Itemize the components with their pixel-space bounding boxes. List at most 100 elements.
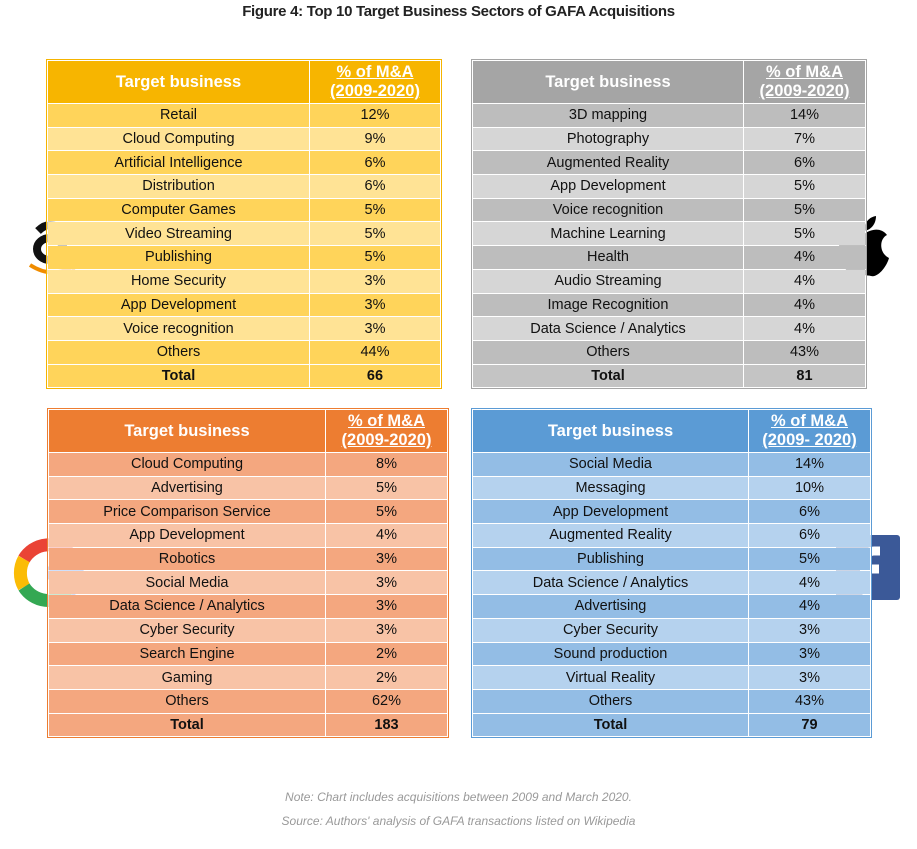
header-line: % of M&A [336,63,414,81]
header-cell: % of M&A (2009-2020) [309,60,441,104]
sector-cell: Social Media [472,452,749,477]
share-cell: 5% [743,197,866,223]
data-row: App Development 5% [472,174,866,199]
header-line: (2009-2020) [759,82,850,100]
figure-title: Figure 4: Top 10 Target Business Sectors… [242,3,675,20]
total-label: Total [48,712,326,738]
sector-table: Target business% of M&A (2009-2020) Cloud … [47,407,449,739]
total-value: 66 [309,363,441,389]
sector-cell: Others [47,339,310,365]
share-cell: 2% [325,665,448,690]
data-row: Others 43% [472,339,866,365]
header-row: Target business% of M&A (2009-2020) [48,409,448,453]
share-cell: 6% [748,499,871,525]
sector-cell: App Development [472,174,744,199]
share-cell: 6% [309,174,441,199]
sector-cell: Health [472,245,744,270]
sector-cell: Cyber Security [48,617,326,643]
share-cell: 4% [743,292,866,318]
source: Source: Authors' analysis of GAFA transa… [281,814,636,828]
header-line: % of M&A [348,412,425,430]
sector-cell: Audio Streaming [472,268,744,294]
data-row: Artificial Intelligence 6% [47,150,441,176]
data-row: Virtual Reality 3% [472,665,871,690]
sector-cell: Others [48,688,326,714]
data-row: Social Media 3% [48,570,448,596]
sector-cell: Computer Games [47,197,310,223]
share-cell: 6% [748,523,871,548]
header-row: Target business% of M&A (2009- 2020) [472,409,871,453]
sector-table: Target business% of M&A (2009-2020) 3D map… [471,58,867,390]
data-row: Distribution 6% [47,174,441,199]
share-cell: 8% [325,452,448,477]
sector-cell: Price Comparison Service [48,499,326,525]
total-label: Total [47,363,310,389]
sector-cell: Cloud Computing [48,452,326,477]
sector-cell: Augmented Reality [472,150,744,176]
share-cell: 7% [743,126,866,152]
data-row: Computer Games 5% [47,197,441,223]
share-cell: 44% [309,339,441,365]
header-cell: % of M&A (2009-2020) [743,60,866,104]
share-cell: 5% [309,245,441,270]
sector-cell: Retail [47,103,310,128]
header-row: Target business% of M&A (2009-2020) [47,60,441,104]
note: Note: Chart includes acquisitions betwee… [285,790,632,804]
sector-cell: Photography [472,126,744,152]
data-row: App Development 3% [47,292,441,318]
share-cell: 3% [325,570,448,596]
total-value: 79 [748,712,871,738]
share-cell: 3% [325,594,448,619]
data-row: Price Comparison Service 5% [48,499,448,525]
sector-cell: Advertising [48,475,326,501]
share-cell: 14% [748,452,871,477]
share-cell: 3% [325,617,448,643]
data-row: Home Security 3% [47,268,441,294]
header-line: (2009- 2020) [762,431,857,449]
share-cell: 5% [309,197,441,223]
sector-table: Target business% of M&A (2009- 2020) Socia… [471,407,872,739]
data-row: Machine Learning 5% [472,221,866,247]
data-row: Advertising 5% [48,475,448,501]
sector-cell: 3D mapping [472,103,744,128]
sector-cell: App Development [47,292,310,318]
share-cell: 4% [748,594,871,619]
sector-cell: Publishing [47,245,310,270]
share-cell: 3% [748,665,871,690]
data-row: Cloud Computing 9% [47,126,441,152]
data-row: Social Media 14% [472,452,871,477]
share-cell: 3% [325,546,448,572]
sector-cell: Cyber Security [472,617,749,643]
sector-cell: Video Streaming [47,221,310,247]
data-row: Retail 12% [47,103,441,128]
share-cell: 4% [748,570,871,596]
data-row: Search Engine 2% [48,641,448,667]
data-row: Augmented Reality 6% [472,523,871,548]
data-row: Advertising 4% [472,594,871,619]
header-cell: % of M&A (2009-2020) [325,409,448,453]
total-row: Total 183 [48,712,448,738]
share-cell: 43% [748,688,871,714]
share-cell: 3% [309,316,441,341]
data-row: Others 43% [472,688,871,714]
data-row: Cyber Security 3% [472,617,871,643]
share-cell: 3% [748,641,871,667]
sector-cell: Others [472,339,744,365]
data-row: Augmented Reality 6% [472,150,866,176]
data-row: Data Science / Analytics 4% [472,316,866,341]
total-row: Total 66 [47,363,441,389]
data-row: Health 4% [472,245,866,270]
sector-cell: Data Science / Analytics [48,594,326,619]
share-cell: 5% [325,499,448,525]
data-row: Others 44% [47,339,441,365]
share-cell: 43% [743,339,866,365]
sector-cell: Artificial Intelligence [47,150,310,176]
data-row: Data Science / Analytics 4% [472,570,871,596]
data-row: Others 62% [48,688,448,714]
sector-table: Target business% of M&A (2009-2020) Retail… [46,58,442,390]
share-cell: 62% [325,688,448,714]
sector-cell: Others [472,688,749,714]
sector-cell: Sound production [472,641,749,667]
share-cell: 5% [748,546,871,572]
